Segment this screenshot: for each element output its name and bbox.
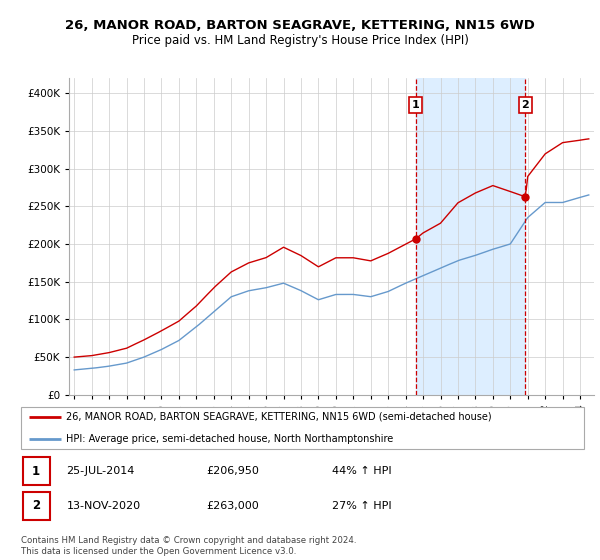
Text: 44% ↑ HPI: 44% ↑ HPI: [331, 466, 391, 477]
FancyBboxPatch shape: [23, 492, 50, 520]
Text: 2: 2: [32, 499, 40, 512]
Text: £263,000: £263,000: [206, 501, 259, 511]
Text: 1: 1: [412, 100, 419, 110]
Text: 25-JUL-2014: 25-JUL-2014: [67, 466, 135, 477]
Text: 1: 1: [32, 465, 40, 478]
Text: 13-NOV-2020: 13-NOV-2020: [67, 501, 140, 511]
Text: Contains HM Land Registry data © Crown copyright and database right 2024.
This d: Contains HM Land Registry data © Crown c…: [21, 535, 356, 557]
FancyBboxPatch shape: [21, 407, 584, 449]
FancyBboxPatch shape: [23, 458, 50, 486]
Text: 2: 2: [521, 100, 529, 110]
Text: 26, MANOR ROAD, BARTON SEAGRAVE, KETTERING, NN15 6WD (semi-detached house): 26, MANOR ROAD, BARTON SEAGRAVE, KETTERI…: [67, 412, 492, 422]
Text: 26, MANOR ROAD, BARTON SEAGRAVE, KETTERING, NN15 6WD: 26, MANOR ROAD, BARTON SEAGRAVE, KETTERI…: [65, 18, 535, 32]
Text: HPI: Average price, semi-detached house, North Northamptonshire: HPI: Average price, semi-detached house,…: [67, 434, 394, 444]
Bar: [416, 78, 526, 395]
Text: 27% ↑ HPI: 27% ↑ HPI: [331, 501, 391, 511]
Text: £206,950: £206,950: [206, 466, 259, 477]
Text: Price paid vs. HM Land Registry's House Price Index (HPI): Price paid vs. HM Land Registry's House …: [131, 34, 469, 48]
